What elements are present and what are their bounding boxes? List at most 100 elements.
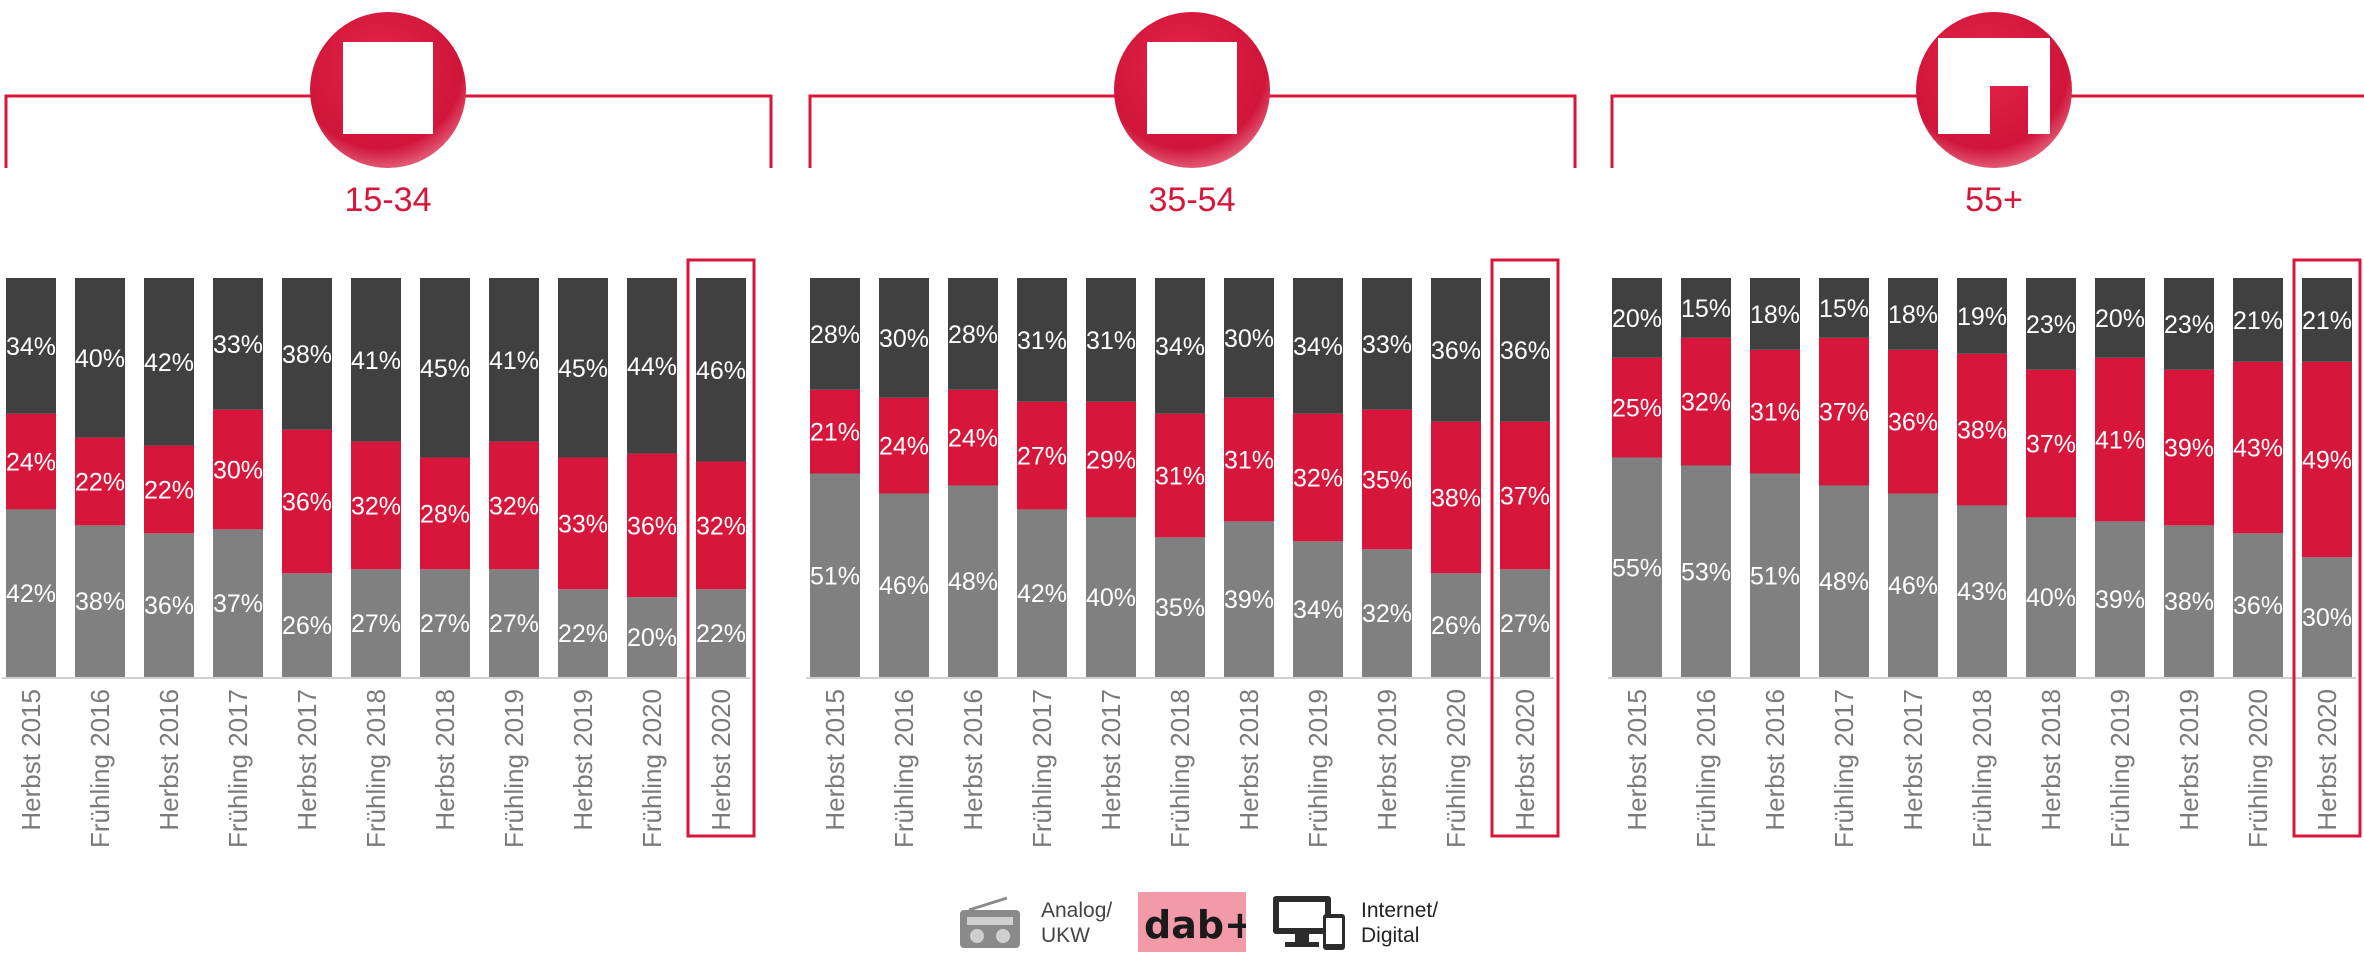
category-label: Herbst 2015 (1622, 689, 1652, 831)
data-label-internet: 18% (1750, 301, 1800, 329)
data-label-analog: 46% (879, 572, 929, 600)
category-label: Herbst 2017 (1096, 689, 1126, 831)
category-label: Herbst 2020 (2312, 689, 2342, 831)
bar-segment-analog (1224, 521, 1274, 677)
bar-segment-internet (2164, 278, 2214, 370)
bar-segment-analog (1612, 457, 1662, 677)
bar-segment-dab (1086, 401, 1136, 518)
panel-3: 55+ 55% 25% 20% Herbst 2015 53% 32% 15% Frühling… (1608, 12, 2364, 848)
data-label-analog: 38% (75, 588, 125, 616)
highlight-box (686, 258, 756, 838)
category-label: Frühling 2016 (889, 689, 919, 848)
data-label-dab: 25% (1612, 395, 1662, 423)
data-label-analog: 36% (144, 592, 194, 620)
data-label-internet: 40% (75, 345, 125, 373)
data-label-analog: 35% (1155, 594, 1205, 622)
category-label: Frühling 2018 (1165, 689, 1195, 848)
bar-segment-analog (2302, 557, 2352, 677)
data-label-internet: 45% (558, 355, 608, 383)
data-label-internet: 41% (351, 347, 401, 375)
category-label: Herbst 2018 (430, 689, 460, 831)
data-label-dab: 29% (1086, 447, 1136, 475)
data-label-internet: 21% (2302, 307, 2352, 335)
data-label-dab: 36% (282, 488, 332, 516)
bar-segment-dab (2233, 361, 2283, 534)
data-label-analog: 39% (2095, 586, 2145, 614)
bar-segment-internet (1888, 278, 1938, 350)
data-label-dab: 24% (6, 449, 56, 477)
bar-segment-internet (1293, 278, 1343, 414)
data-label-internet: 33% (213, 331, 263, 359)
data-label-internet: 34% (6, 333, 56, 361)
data-label-dab: 35% (1362, 466, 1412, 494)
panel-1: 15-34 42% 24% 34% Herbst 2015 38% 22% 40% Frühli… (2, 12, 773, 848)
data-label-dab: 41% (2095, 427, 2145, 455)
data-label-internet: 30% (879, 325, 929, 353)
panel-2: 35-54 51% 21% 28% Herbst 2015 46% 24% 30% Frühli… (806, 12, 1577, 848)
category-label: Herbst 2016 (958, 689, 988, 831)
bar-segment-dab (558, 457, 608, 590)
bar-segment-analog (1362, 549, 1412, 677)
highlight-box (2292, 258, 2362, 838)
data-label-analog: 32% (1362, 600, 1412, 628)
bar-segment-dab (1957, 353, 2007, 506)
bar-segment-internet (489, 278, 539, 442)
bar-segment-dab (810, 389, 860, 474)
bar-segment-analog (1293, 541, 1343, 677)
bar-segment-dab (948, 389, 998, 486)
bar-segment-internet (948, 278, 998, 390)
data-label-dab: 24% (948, 425, 998, 453)
data-label-analog: 34% (1293, 596, 1343, 624)
bar-segment-internet (1431, 278, 1481, 422)
category-label: Frühling 2020 (637, 689, 667, 848)
bar-segment-dab (1155, 413, 1205, 538)
data-label-dab: 36% (627, 512, 677, 540)
data-label-dab: 30% (213, 457, 263, 485)
bar-segment-dab (1431, 421, 1481, 574)
data-label-dab: 32% (1293, 465, 1343, 493)
bar-segment-internet (810, 278, 860, 390)
bar-segment-dab (282, 429, 332, 574)
data-label-analog: 48% (1819, 568, 1869, 596)
category-label: Frühling 2018 (1967, 689, 1997, 848)
category-label: Herbst 2016 (154, 689, 184, 831)
category-label: Herbst 2015 (16, 689, 46, 831)
data-label-internet: 23% (2026, 311, 2076, 339)
data-label-internet: 19% (1957, 303, 2007, 331)
bar-segment-internet (75, 278, 125, 438)
data-label-analog: 27% (420, 610, 470, 638)
data-label-internet: 28% (810, 321, 860, 349)
data-label-dab: 38% (1431, 484, 1481, 512)
bar-segment-analog (351, 569, 401, 677)
highlight-box (1490, 258, 1560, 838)
bar-segment-analog (810, 473, 860, 677)
data-label-analog: 42% (1017, 580, 1067, 608)
bar-segment-dab (2164, 369, 2214, 526)
bar-segment-dab (1017, 401, 1067, 510)
bar-segment-analog (1431, 573, 1481, 677)
bar-segment-dab (6, 413, 56, 510)
data-label-internet: 20% (2095, 305, 2145, 333)
dab-logo-text: dab+ (1144, 903, 1246, 947)
category-label: Frühling 2017 (223, 689, 253, 848)
bar-segment-analog (213, 529, 263, 677)
data-label-dab: 27% (1017, 443, 1067, 471)
bar-segment-internet (1500, 278, 1550, 422)
bar-segment-analog (489, 569, 539, 677)
bar-segment-analog (2095, 521, 2145, 677)
bar-segment-internet (420, 278, 470, 458)
data-label-dab: 32% (1681, 389, 1731, 417)
legend-item-dab: dab+ (1138, 892, 1248, 952)
bar-segment-dab (213, 409, 263, 530)
bar-segment-internet (696, 278, 746, 462)
dab-logo: dab+ (1138, 892, 1246, 952)
bar-segment-dab (1362, 409, 1412, 550)
data-label-analog: 53% (1681, 558, 1731, 586)
bar-segment-dab (2026, 369, 2076, 518)
bar-segment-dab (1681, 337, 1731, 466)
data-label-analog: 46% (1888, 572, 1938, 600)
data-label-internet: 44% (627, 353, 677, 381)
person-icon (343, 42, 433, 134)
bar-segment-internet (1750, 278, 1800, 350)
data-label-analog: 48% (948, 568, 998, 596)
